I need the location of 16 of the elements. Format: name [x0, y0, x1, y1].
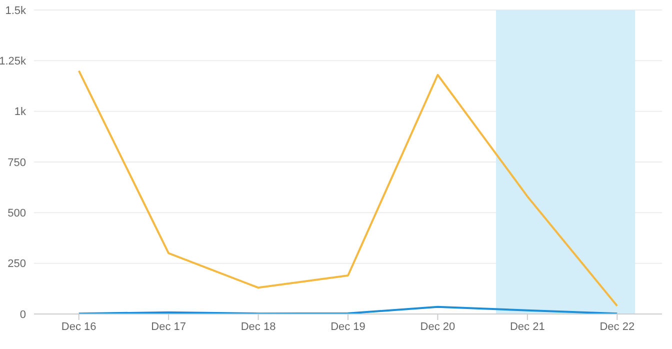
line-series — [78, 70, 618, 307]
x-tick-label: Dec 19 — [330, 320, 366, 333]
x-tick-label: Dec 20 — [420, 320, 456, 333]
line-series — [78, 306, 618, 314]
x-tick-label: Dec 21 — [510, 320, 545, 333]
x-tick-label: Dec 18 — [240, 320, 276, 333]
x-tick-label: Dec 22 — [600, 320, 635, 333]
y-tick-label: 1k — [14, 106, 26, 118]
y-tick-label: 1.25k — [0, 56, 26, 68]
y-tick-label: 0 — [20, 308, 26, 321]
y-tick-label: 750 — [8, 156, 26, 169]
y-tick-label: 1.5k — [5, 4, 26, 17]
y-tick-label: 500 — [8, 208, 26, 220]
y-tick-label: 250 — [8, 258, 26, 270]
x-tick-label: Dec 17 — [151, 320, 186, 333]
x-tick-label: Dec 16 — [61, 320, 96, 333]
